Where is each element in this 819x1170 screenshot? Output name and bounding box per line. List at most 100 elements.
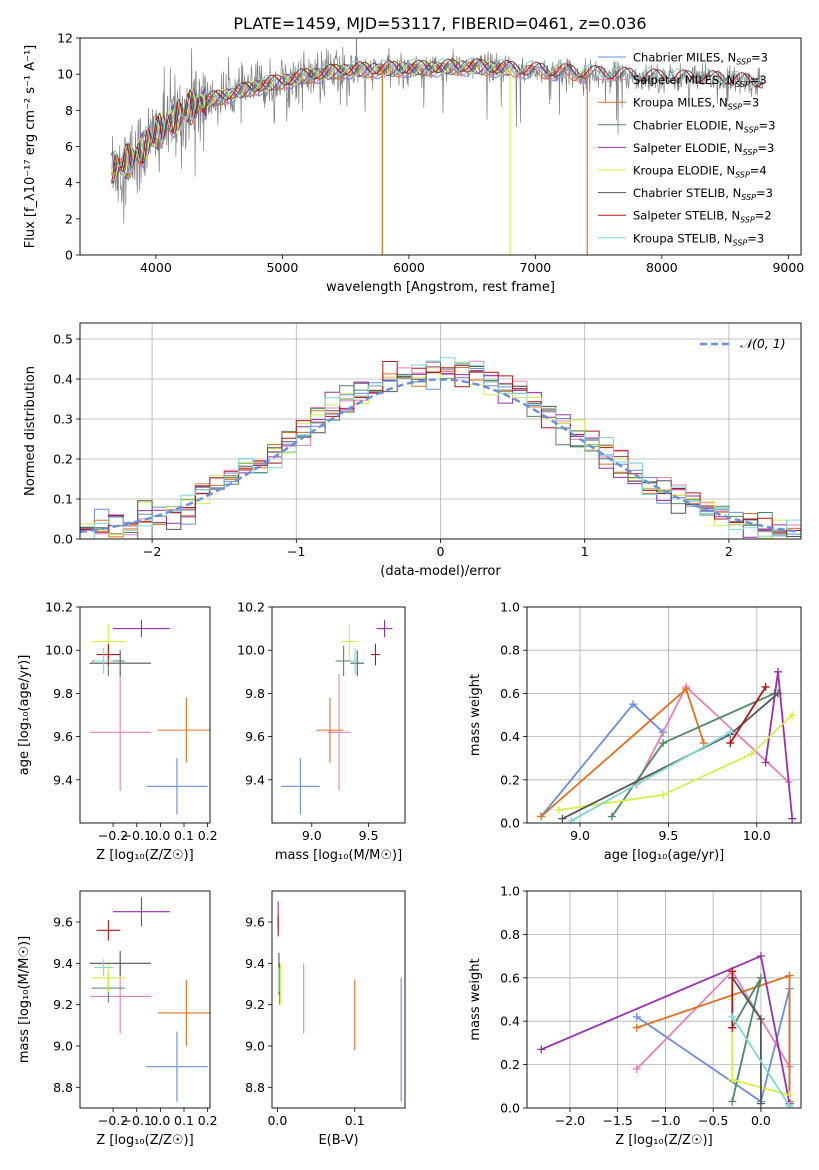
axes-age_vs_Z: −0.2−0.10.0 0.1 0.2 9.4 9.6 9.8 10.0 10.2 Z [log…	[17, 600, 218, 864]
grid-mw_vs_Z	[527, 890, 801, 1109]
y-tick-label: 9.4	[53, 772, 73, 787]
x-tick-label: −1.0	[650, 1113, 680, 1128]
mass-weight-line-kroupa_miles	[540, 687, 705, 818]
y-tick-label: 10.2	[45, 600, 73, 615]
mass-weight-line-salpeter_stelib	[729, 686, 767, 744]
plot-area-mw_vs_Z	[537, 952, 794, 1108]
x-tick-label: 9000	[772, 260, 804, 275]
y-tick-label: 9.2	[245, 997, 265, 1012]
mass-weight-marker-chabrier_elodie	[607, 812, 616, 821]
legend-label-kroupa_miles: Kroupa MILES, NSSP=3	[633, 96, 759, 112]
histogram-salpeter_stelib	[80, 361, 801, 534]
mass-weight-line-kroupa_elodie	[558, 714, 793, 811]
x-axis-label: age [log₁₀(age/yr)]	[604, 848, 725, 863]
legend-label-kroupa_stelib: Kroupa STELIB, NSSP=3	[633, 231, 764, 247]
x-tick-label: 0.1	[345, 1113, 365, 1128]
x-tick-label: −0.1	[122, 828, 152, 843]
y-tick-label: 9.2	[53, 997, 73, 1012]
y-tick-label: 1.0	[500, 884, 520, 899]
axes-frame	[79, 37, 802, 256]
mass-weight-marker-chabrier_stelib	[756, 1015, 765, 1024]
axes-frame	[526, 606, 802, 824]
x-tick-label: 0.2	[198, 828, 218, 843]
mass-weight-marker-kroupa_miles	[537, 812, 546, 821]
y-tick-label: 8	[65, 103, 73, 118]
mass-weight-marker-salpeter_stelib	[728, 967, 737, 976]
axes-spectrum: 4000 5000 6000 7000 8000 9000 0 2 4 6 8 10 12 wavelen…	[23, 31, 804, 296]
x-tick-label: 9.5	[359, 828, 379, 843]
y-axis-label: mass weight	[468, 958, 483, 1040]
x-tick-label: 4000	[140, 260, 172, 275]
mass-weight-marker-kroupa_elodie	[785, 1090, 794, 1099]
y-tick-label: 0.2	[500, 772, 520, 787]
mass-weight-marker-kroupa_miles	[785, 971, 794, 980]
x-tick-label: 0.0	[150, 1113, 170, 1128]
plot-area-mass_vs_ebv	[277, 901, 402, 1102]
y-tick-label: 0.6	[500, 970, 520, 985]
axes-frame	[79, 890, 211, 1109]
x-tick-label: 7000	[519, 260, 551, 275]
legend-label-chabrier_stelib: Chabrier STELIB, NSSP=3	[633, 186, 773, 202]
y-tick-label: 9.4	[245, 956, 265, 971]
x-tick-label: −2.0	[555, 1113, 585, 1128]
y-tick-label: 9.6	[245, 729, 265, 744]
mass-weight-marker-kroupa_stelib	[785, 1101, 794, 1108]
mass-weight-marker-salpeter_miles	[632, 1064, 641, 1073]
y-tick-label: 0	[65, 248, 73, 263]
x-tick-label: 0.1	[174, 828, 194, 843]
axes-frame	[271, 890, 406, 1109]
x-tick-label: 6000	[393, 260, 425, 275]
x-tick-label: 8000	[646, 260, 678, 275]
y-axis-label: Normed distribution	[23, 366, 38, 496]
x-tick-label: 10.0	[743, 828, 771, 843]
x-tick-label: 2	[725, 544, 733, 559]
y-tick-label: 6	[65, 139, 73, 154]
legend-label-salpeter_miles: Salpeter MILES, NSSP=3	[633, 73, 767, 89]
mass-weight-marker-salpeter_elodie	[761, 758, 770, 767]
axes-frame	[271, 606, 406, 824]
y-tick-label: 9.6	[53, 915, 73, 930]
y-tick-label: 10.0	[237, 643, 265, 658]
x-tick-label: 0.1	[174, 1113, 194, 1128]
legend-label-kroupa_elodie: Kroupa ELODIE, NSSP=4	[633, 164, 767, 180]
mass-weight-marker-chabrier_miles	[629, 700, 638, 709]
x-axis-label: mass [log₁₀(M/M☉)]	[275, 848, 402, 863]
x-axis-label: (data-model)/error	[380, 564, 501, 579]
y-tick-label: 10.0	[45, 643, 73, 658]
y-tick-label: 12	[57, 31, 73, 46]
model-line-kroupa_elodie	[111, 59, 511, 182]
mass-weight-marker-chabrier_stelib	[756, 1099, 765, 1108]
y-tick-label: 0.3	[53, 412, 73, 427]
y-tick-label: 10.2	[237, 600, 265, 615]
x-tick-label: 0.2	[198, 1113, 218, 1128]
gaussian-reference-line	[80, 378, 799, 534]
mass-weight-marker-salpeter_elodie	[756, 952, 765, 961]
mass-weight-marker-chabrier_miles	[632, 1012, 641, 1021]
mass-weight-marker-salpeter_elodie	[537, 1045, 546, 1054]
y-tick-label: 9.4	[245, 772, 265, 787]
grid-mw_vs_age	[527, 606, 801, 824]
y-tick-label: 9.0	[53, 1039, 73, 1054]
axes-mass_vs_Z: −0.2−0.10.0 0.1 0.2 8.8 9.0 9.2 9.4 9.6 Z [log₁₀…	[17, 890, 218, 1148]
y-tick-label: 0.4	[500, 729, 520, 744]
mass-weight-line-kroupa_stelib	[570, 731, 731, 822]
y-tick-label: 0.0	[53, 532, 73, 547]
mass-weight-marker-kroupa_elodie	[788, 711, 797, 719]
y-tick-label: 0.0	[500, 816, 520, 831]
histogram-kroupa_elodie	[80, 361, 801, 539]
axes-frame	[526, 890, 802, 1109]
mass-weight-marker-chabrier_elodie	[728, 1097, 737, 1106]
x-tick-label: −2	[143, 544, 161, 559]
plot-area-spectrum	[111, 38, 764, 255]
y-tick-label: 0.4	[500, 1014, 520, 1029]
mass-weight-marker-kroupa_miles	[699, 739, 708, 748]
model-line-chabrier_elodie	[111, 60, 511, 182]
legend-label-gaussian: 𝒩(0, 1)	[740, 336, 786, 351]
x-tick-label: −1.5	[603, 1113, 633, 1128]
plot-area-mass_vs_Z	[89, 897, 210, 1102]
mass-weight-marker-chabrier_stelib	[558, 814, 567, 823]
legend-label-chabrier_elodie: Chabrier ELODIE, NSSP=3	[633, 118, 775, 134]
y-tick-label: 4	[65, 175, 73, 190]
y-tick-label: 0.0	[500, 1101, 520, 1116]
y-tick-label: 0.2	[500, 1057, 520, 1072]
